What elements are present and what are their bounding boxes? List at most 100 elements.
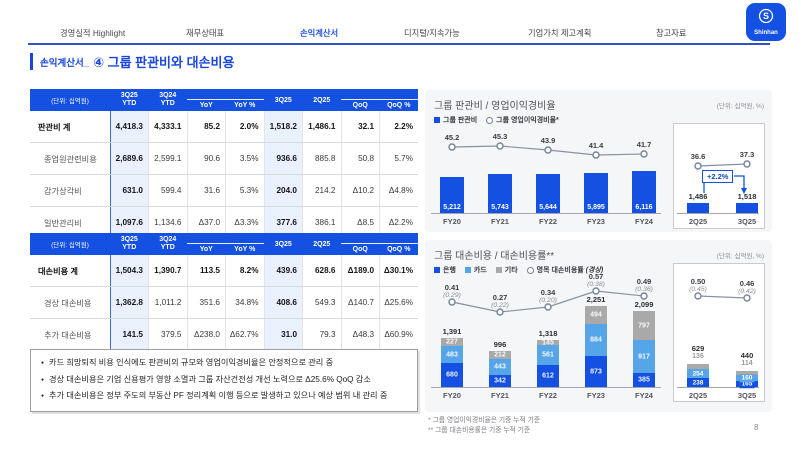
table-cell: 351.6: [186, 286, 226, 319]
column-header: 3Q25: [264, 233, 303, 255]
segment-value-label: 160: [739, 374, 755, 382]
table-row: 종업원관련비용 2,689.6 2,599.1 90.6 3.5% 936.6 885.8 5…: [30, 142, 418, 175]
nav-tab-3[interactable]: 손익계산서: [300, 28, 339, 38]
column-header: QoQ: [341, 233, 380, 255]
nav-tab-6[interactable]: 참고자료: [656, 28, 687, 38]
x-axis-label: FY23: [587, 217, 605, 226]
row-label: 종업원관련비용: [30, 142, 110, 175]
table-cell: 4,333.1: [148, 111, 187, 143]
shinhan-logo: S Shinhan: [746, 3, 786, 41]
segment-value-label: 612: [542, 372, 554, 380]
table-cell: 79.3: [302, 318, 341, 352]
chart-title: 그룹 대손비용 / 대손비용률**: [434, 251, 555, 262]
chart-title: 그룹 판관비 / 영업이익경비율: [434, 101, 556, 112]
footnote-line: ** 그룹 대손비용률은 기중 누적 기준: [428, 426, 531, 434]
line-value-label: 0.34: [540, 288, 556, 297]
bar-value-label: 5,212: [443, 204, 461, 211]
column-header: QoQ %: [379, 89, 418, 111]
segment-value-label: 797: [638, 322, 650, 329]
commentary-bullet: ● 카드 희망퇴직 비용 인식에도 판관비의 규모와 영업이익경비율은 안정적으로…: [39, 355, 409, 372]
bar-value-label: 5,644: [539, 204, 557, 211]
legend-item: 은행: [434, 265, 456, 275]
x-axis-label: 2Q25: [688, 391, 708, 400]
table-cell: 2.2%: [379, 111, 418, 143]
sgna-chart-canvas: 5,212 FY20 5,743 FY21 5,644 FY22 5,895 FY23 6,11…: [425, 90, 772, 232]
bar-segment: [687, 364, 709, 369]
line-sub-label: (0.20): [539, 297, 557, 304]
column-header: YoY %: [225, 233, 264, 255]
bullet-text: 경상 대손비용은 기업 신용평가 영향 소멸과 그룹 자산건전성 개선 노력으로…: [49, 374, 371, 384]
bar-segment: [489, 375, 511, 387]
x-axis-label: FY22: [539, 391, 557, 400]
x-axis-label: FY21: [491, 217, 509, 226]
nav-tab-5[interactable]: 기업가치 제고계획: [528, 28, 592, 38]
line-sub-label: (0.22): [491, 302, 509, 309]
chart-legend: 그룹 판관비 그룹 영업이익경비율*: [434, 115, 559, 125]
x-axis-label: FY20: [443, 217, 461, 226]
axis-line: [677, 387, 759, 388]
bar-segment: [585, 356, 607, 387]
column-header: 3Q25 YTD: [110, 233, 149, 255]
bullet-text: 카드 희망퇴직 비용 인식에도 판관비의 규모와 영업이익경비율은 안정적으로 …: [49, 358, 334, 367]
segment-value-label: 884: [590, 336, 602, 344]
chart-legend: 은행 카드 기타 명목 대손비용률 (경상): [434, 265, 603, 275]
table-row: 경상 대손비용 1,362.8 1,011.2 351.6 34.8% 408.6 549.…: [30, 286, 418, 319]
line-sub-label: (0.38): [587, 281, 605, 288]
footnote-line: * 그룹 영업이익경비율은 기중 누적 기준: [428, 417, 541, 424]
page-title: 손익계산서_ ④ 그룹 판관비와 대손비용: [30, 53, 234, 70]
segment-value-label: 561: [542, 351, 554, 359]
table-cell: 50.8: [340, 142, 380, 175]
table-cell: 408.6: [263, 286, 303, 319]
column-header: 3Q25: [264, 89, 303, 111]
table-cell: 885.8: [302, 142, 341, 175]
axis-line: [677, 213, 759, 214]
x-axis-label: FY24: [635, 217, 653, 226]
nav-tab-1[interactable]: 경영실적 Highlight: [60, 28, 126, 38]
bar-value-label: 5,743: [491, 204, 509, 211]
top-nav: 경영실적 Highlight 재무상태표 손익계산서 디지털/지속가능 기업가치 제고계…: [0, 27, 800, 41]
bar-segment: [537, 345, 559, 365]
row-label: 판관비 계: [30, 111, 110, 143]
segment-value-label: 680: [446, 371, 458, 379]
bar-value-label: 5,895: [587, 204, 605, 211]
bar-segment: [736, 371, 758, 375]
bullet-icon: ●: [41, 393, 45, 399]
column-header: QoQ %: [379, 233, 418, 255]
table-cell: 32.1: [340, 111, 380, 143]
segment-value-label: 483: [446, 351, 458, 358]
bullet-text: 추가 대손비용은 정부 주도의 부동산 PF 정리계획 이행 등으로 발생하고 …: [49, 391, 388, 400]
table-cell: 1,504.3: [109, 255, 149, 287]
panel-sgna-chart: 그룹 판관비 / 영업이익경비율 (단위: 십억원, %) 그룹 판관비 그룹 영…: [425, 90, 772, 232]
table-cell: 936.6: [263, 142, 303, 175]
x-axis-label: FY21: [491, 391, 509, 400]
etc-value-label: 114: [741, 360, 753, 367]
segment-value-label: 443: [494, 363, 506, 371]
table-cell: 549.3: [302, 286, 341, 319]
line-value-label: 0.41: [444, 283, 460, 292]
table-cell: 1,390.7: [148, 255, 187, 287]
legend-item: 명목 대손비용률 (경상): [526, 265, 603, 275]
swatch-icon: [434, 267, 440, 273]
bar-segment: [489, 351, 511, 359]
column-header: YoY %: [225, 89, 264, 111]
line-sub-label: (0.45): [689, 286, 707, 293]
table-cell: 90.6: [186, 142, 226, 175]
table-cell: 2.0%: [225, 111, 264, 143]
bar-segment: [441, 346, 463, 363]
nav-tab-2[interactable]: 재무상태표: [186, 28, 225, 38]
credit-cost-table: (단위: 십억원) 3Q25 YTD 3Q24 YTD YoY YoY % 3Q25 2Q25 Q…: [30, 233, 418, 352]
row-label: 감가상각비: [30, 174, 110, 207]
bar-segment: [441, 338, 463, 346]
bar: 6,116: [632, 171, 656, 213]
svg-text:S: S: [763, 11, 769, 21]
axis-line: [431, 213, 661, 214]
line-value-label: 37.3: [739, 150, 755, 159]
chart-unit-label: (단위: 십억원, %): [716, 103, 764, 110]
axis-line: [431, 387, 661, 388]
bar-segment: [585, 324, 607, 356]
title-prefix: 손익계산서_: [40, 58, 89, 69]
table-cell: Δ48.3: [340, 318, 380, 352]
nav-tab-4[interactable]: 디지털/지속가능: [404, 28, 460, 38]
legend-item: 그룹 영업이익경비율*: [486, 115, 559, 125]
table-cell: Δ4.8%: [379, 174, 418, 207]
